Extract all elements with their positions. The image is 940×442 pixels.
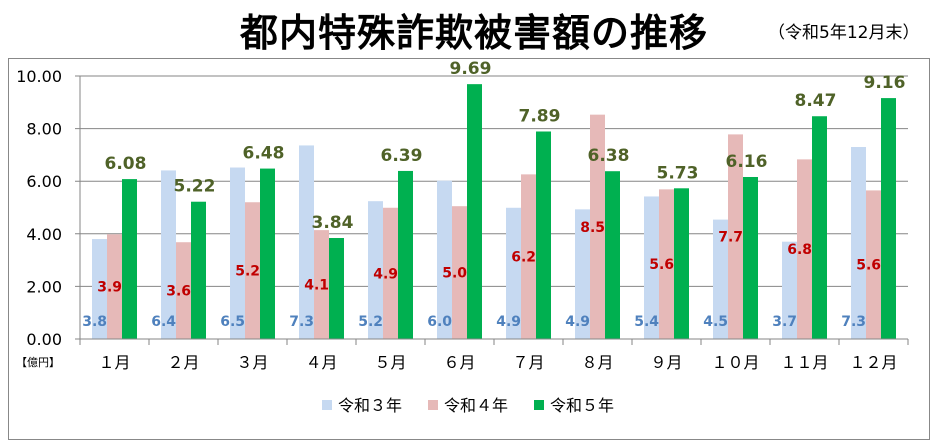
- bar-5: [329, 238, 344, 339]
- data-label: 8.47: [795, 91, 837, 111]
- data-label: 9.69: [450, 59, 492, 79]
- bar-4: [521, 174, 536, 339]
- x-tick-label: ２月: [167, 353, 199, 372]
- chart-frame: [8, 58, 930, 440]
- bar-5: [605, 171, 620, 339]
- bar-4: [176, 242, 191, 339]
- legend-label: 令和４年: [444, 396, 508, 415]
- y-tick-label: 10.00: [16, 67, 62, 86]
- legend-swatch: [428, 400, 438, 410]
- x-tick-label: １月: [98, 353, 130, 372]
- bar-3: [644, 196, 659, 339]
- bar-3: [713, 219, 728, 339]
- legend-label: 令和３年: [338, 396, 402, 415]
- data-label: 6.48: [243, 144, 285, 164]
- y-tick-label: 2.00: [26, 277, 62, 296]
- y-tick-label: 0.00: [26, 330, 62, 349]
- legend-swatch: [322, 400, 332, 410]
- y-tick-label: 4.00: [26, 225, 62, 244]
- x-tick-label: ８月: [581, 353, 613, 372]
- bar-4: [245, 202, 260, 339]
- data-label: 9.16: [864, 73, 906, 93]
- x-tick-label: １１月: [780, 353, 828, 372]
- x-tick-label: ３月: [236, 353, 268, 372]
- bar-3: [782, 241, 797, 339]
- chart-subtitle: （令和5年12月末）: [768, 23, 920, 43]
- bar-3: [92, 239, 107, 339]
- bar-5: [191, 201, 206, 339]
- bar-3: [575, 209, 590, 339]
- x-tick-label: ７月: [512, 353, 544, 372]
- bar-3: [437, 180, 452, 339]
- bar-4: [107, 234, 122, 339]
- bar-3: [368, 201, 383, 339]
- data-label: 5.73: [657, 163, 699, 183]
- bar-5: [674, 188, 689, 339]
- data-label: 6.16: [726, 152, 768, 172]
- x-tick-label: ４月: [305, 353, 337, 372]
- data-label: 6.39: [381, 146, 423, 166]
- bar-4: [452, 206, 467, 339]
- data-label: 7.89: [519, 106, 561, 126]
- x-tick-label: １２月: [849, 353, 897, 372]
- legend-label: 令和５年: [550, 396, 614, 415]
- data-label: 3.84: [312, 213, 354, 233]
- bar-3: [161, 170, 176, 339]
- bar-4: [383, 207, 398, 339]
- bar-4: [314, 230, 329, 339]
- data-label: 5.22: [174, 177, 216, 197]
- bar-4: [590, 114, 605, 339]
- x-tick-label: ９月: [650, 353, 682, 372]
- bar-5: [467, 84, 482, 339]
- bar-4: [659, 189, 674, 339]
- bar-3: [851, 147, 866, 339]
- x-tick-label: ６月: [443, 353, 475, 372]
- bar-4: [797, 159, 812, 339]
- bar-4: [728, 134, 743, 339]
- x-tick-label: ５月: [374, 353, 406, 372]
- x-tick-label: １０月: [711, 353, 759, 372]
- bar-5: [812, 116, 827, 339]
- chart-title: 都内特殊詐欺被害額の推移: [240, 11, 709, 55]
- bar-3: [230, 167, 245, 339]
- bar-5: [122, 179, 137, 339]
- bar-5: [536, 131, 551, 339]
- y-unit-label: 【億円】: [16, 356, 60, 369]
- bar-4: [866, 190, 881, 339]
- data-label: 6.38: [588, 146, 630, 166]
- bar-5: [260, 168, 275, 339]
- bar-5: [743, 176, 758, 339]
- y-tick-label: 6.00: [26, 172, 62, 191]
- bar-3: [299, 145, 314, 339]
- y-tick-label: 8.00: [26, 120, 62, 139]
- bar-5: [881, 98, 896, 339]
- bar-3: [506, 207, 521, 339]
- bar-5: [398, 170, 413, 339]
- legend-swatch: [534, 400, 544, 410]
- data-label: 6.08: [105, 154, 147, 174]
